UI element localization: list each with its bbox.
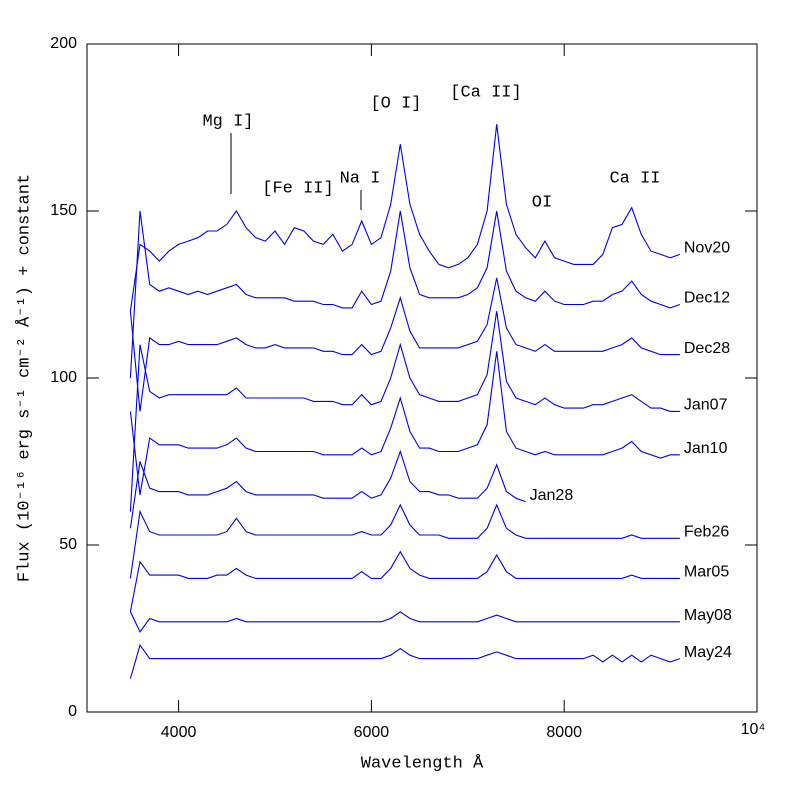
spectrum-line — [129, 124, 681, 312]
series-label: Mar05 — [684, 564, 729, 581]
series-label: Dec28 — [684, 340, 730, 357]
spectrum-line — [129, 550, 680, 612]
y-tick-label: 200 — [50, 35, 77, 52]
x-tick-label: 8000 — [546, 724, 582, 741]
y-tick-label: 100 — [50, 369, 77, 386]
y-tick-label: 0 — [68, 703, 77, 720]
series-label: Dec12 — [684, 290, 730, 307]
spectrum-line — [129, 210, 681, 379]
x-tick-label: 4000 — [161, 724, 197, 741]
series-label: Jan07 — [684, 397, 728, 414]
y-tick-label: 150 — [50, 202, 77, 219]
x-tick-label: 6000 — [354, 724, 390, 741]
plot-frame — [86, 43, 758, 713]
series-label: May24 — [684, 644, 732, 661]
annotation: [Fe II] — [262, 179, 333, 198]
spectrum-line — [129, 311, 680, 512]
series-label: Jan28 — [530, 487, 574, 504]
spectrum-line — [129, 351, 680, 495]
spectrum-line — [129, 643, 681, 679]
annotation: [O I] — [370, 94, 421, 113]
series-label: Feb26 — [684, 524, 729, 541]
series-label: May08 — [684, 607, 732, 624]
series-label: Nov20 — [684, 240, 730, 257]
annotation: [Ca II] — [450, 83, 521, 102]
spectrum-line — [129, 611, 680, 633]
x-tick-label: 10⁴ — [741, 721, 766, 738]
x-axis-label: Wavelength Å — [361, 754, 484, 773]
annotation: Mg I] — [202, 112, 253, 131]
spectrum-line — [129, 449, 526, 529]
series-label: Jan10 — [684, 440, 728, 457]
spectrum-line — [129, 277, 680, 412]
annotation: Ca II — [609, 169, 660, 188]
annotation: OI — [532, 193, 552, 212]
annotation: Na I — [340, 169, 381, 188]
spectrum-line — [129, 503, 680, 579]
y-tick-label: 50 — [59, 536, 77, 553]
y-axis-label: Flux (10⁻¹⁶ erg s⁻¹ cm⁻² Å⁻¹) + constant — [15, 174, 34, 582]
